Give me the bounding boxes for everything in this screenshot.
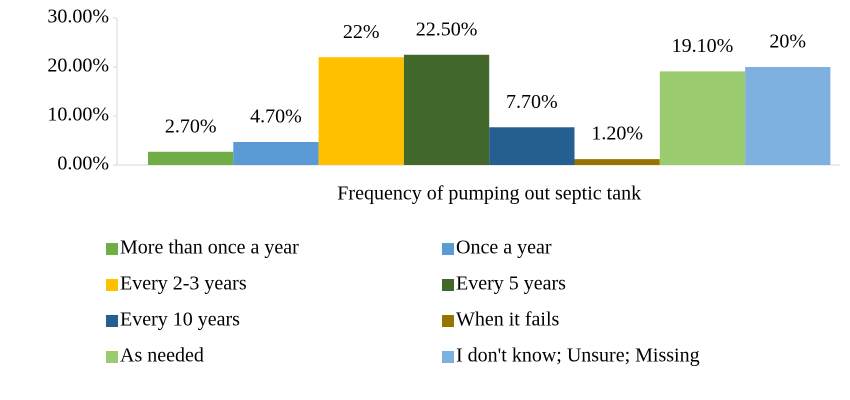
y-tick-label: 0.00% bbox=[57, 153, 109, 175]
value-label: 4.70% bbox=[250, 106, 302, 128]
bar bbox=[489, 127, 575, 165]
legend-label: Every 10 years bbox=[120, 309, 240, 331]
value-label: 19.10% bbox=[672, 35, 734, 57]
value-label: 7.70% bbox=[506, 91, 558, 113]
legend-label: Every 5 years bbox=[456, 273, 566, 295]
legend-swatch bbox=[106, 315, 118, 327]
legend-swatch bbox=[442, 351, 454, 363]
value-label: 22.50% bbox=[416, 18, 478, 40]
bar bbox=[233, 141, 319, 165]
value-label: 20% bbox=[769, 31, 806, 53]
legend-label: Every 2-3 years bbox=[120, 273, 247, 295]
y-tick-label: 30.00% bbox=[47, 6, 109, 28]
legend-swatch bbox=[442, 315, 454, 327]
bar bbox=[318, 57, 404, 166]
legend-label: When it fails bbox=[456, 309, 560, 331]
legend-swatch bbox=[442, 243, 454, 255]
legend-swatch bbox=[106, 243, 118, 255]
legend-swatch bbox=[442, 279, 454, 291]
bar bbox=[574, 159, 660, 165]
legend-label: Once a year bbox=[456, 237, 552, 259]
bar bbox=[659, 71, 746, 165]
bar bbox=[403, 54, 490, 165]
x-tick-label: Frequency of pumping out septic tank bbox=[337, 183, 641, 205]
legend-label: As needed bbox=[120, 345, 204, 367]
y-tick-label: 20.00% bbox=[47, 55, 109, 77]
y-tick-label: 10.00% bbox=[47, 104, 109, 126]
legend-label: I don't know; Unsure; Missing bbox=[456, 345, 700, 367]
legend-swatch bbox=[106, 351, 118, 363]
bar bbox=[745, 67, 831, 165]
value-label: 2.70% bbox=[165, 115, 217, 137]
legend-swatch bbox=[106, 279, 118, 291]
legend-label: More than once a year bbox=[120, 237, 299, 259]
value-label: 1.20% bbox=[591, 123, 643, 145]
bar bbox=[148, 151, 234, 165]
value-label: 22% bbox=[343, 21, 380, 43]
